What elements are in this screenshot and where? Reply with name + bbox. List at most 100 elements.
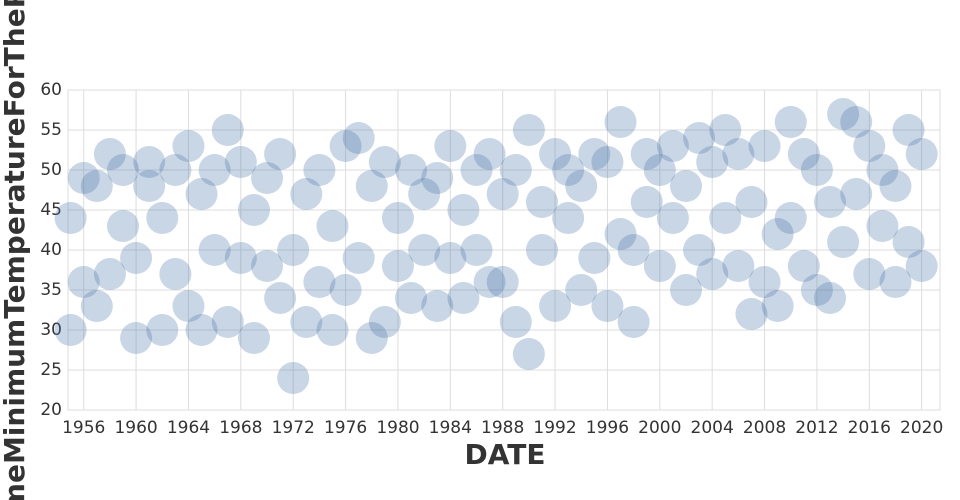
point bbox=[486, 266, 519, 298]
point bbox=[395, 154, 428, 186]
point bbox=[539, 290, 572, 322]
point bbox=[316, 314, 349, 346]
x-tick-label: 1988 bbox=[481, 418, 524, 438]
point bbox=[722, 138, 755, 170]
point bbox=[224, 146, 257, 178]
point bbox=[866, 210, 899, 242]
point bbox=[395, 282, 428, 314]
point bbox=[54, 202, 87, 234]
point bbox=[617, 306, 650, 338]
point bbox=[198, 154, 231, 186]
x-tick-label: 1968 bbox=[219, 418, 262, 438]
point bbox=[525, 234, 558, 266]
point bbox=[722, 250, 755, 282]
point bbox=[368, 306, 401, 338]
point bbox=[565, 170, 598, 202]
point bbox=[368, 146, 401, 178]
point bbox=[460, 234, 493, 266]
y-tick-label: 50 bbox=[40, 160, 62, 180]
point bbox=[106, 210, 139, 242]
point bbox=[669, 170, 702, 202]
point bbox=[80, 170, 113, 202]
point bbox=[735, 186, 768, 218]
y-tick-label: 25 bbox=[40, 360, 62, 380]
point bbox=[696, 258, 729, 290]
point bbox=[434, 242, 467, 274]
y-tick-label: 60 bbox=[40, 80, 62, 100]
point bbox=[683, 122, 716, 154]
point bbox=[827, 98, 860, 130]
point bbox=[93, 258, 126, 290]
point bbox=[67, 162, 100, 194]
point bbox=[499, 306, 532, 338]
point bbox=[80, 290, 113, 322]
point bbox=[408, 234, 441, 266]
point bbox=[447, 282, 480, 314]
point bbox=[800, 274, 833, 306]
point bbox=[800, 154, 833, 186]
point bbox=[656, 202, 689, 234]
point bbox=[892, 114, 925, 146]
point bbox=[303, 266, 336, 298]
point bbox=[93, 138, 126, 170]
point bbox=[683, 234, 716, 266]
point bbox=[552, 154, 585, 186]
x-tick-label: 2008 bbox=[743, 418, 786, 438]
point bbox=[264, 282, 297, 314]
point bbox=[787, 138, 820, 170]
point bbox=[185, 314, 218, 346]
point bbox=[578, 138, 611, 170]
x-tick-label: 1984 bbox=[429, 418, 472, 438]
point bbox=[840, 106, 873, 138]
point bbox=[761, 218, 794, 250]
x-tick-label: 2016 bbox=[848, 418, 891, 438]
point bbox=[565, 274, 598, 306]
point bbox=[290, 306, 323, 338]
y-tick-label: 30 bbox=[40, 320, 62, 340]
point bbox=[512, 338, 545, 370]
x-tick-label: 2012 bbox=[795, 418, 838, 438]
y-tick-label: 40 bbox=[40, 240, 62, 260]
point bbox=[787, 250, 820, 282]
point bbox=[905, 250, 938, 282]
grid bbox=[68, 89, 940, 411]
point bbox=[159, 154, 192, 186]
x-tick-label: 1980 bbox=[376, 418, 419, 438]
point bbox=[591, 146, 624, 178]
point bbox=[905, 138, 938, 170]
point bbox=[54, 314, 87, 346]
point bbox=[329, 130, 362, 162]
point bbox=[381, 250, 414, 282]
point bbox=[643, 154, 676, 186]
point bbox=[630, 186, 663, 218]
point bbox=[827, 226, 860, 258]
point bbox=[303, 154, 336, 186]
x-tick-label: 1972 bbox=[272, 418, 315, 438]
point bbox=[355, 170, 388, 202]
point bbox=[735, 298, 768, 330]
point bbox=[133, 146, 166, 178]
point bbox=[617, 234, 650, 266]
point bbox=[604, 106, 637, 138]
point bbox=[669, 274, 702, 306]
x-tick-label: 1956 bbox=[62, 418, 105, 438]
x-tick-label: 2004 bbox=[691, 418, 734, 438]
point bbox=[237, 322, 270, 354]
plot-frame bbox=[67, 89, 941, 411]
point bbox=[381, 202, 414, 234]
point bbox=[342, 242, 375, 274]
point bbox=[853, 130, 886, 162]
point bbox=[342, 122, 375, 154]
point bbox=[198, 234, 231, 266]
point bbox=[774, 202, 807, 234]
point bbox=[473, 138, 506, 170]
point bbox=[748, 266, 781, 298]
point bbox=[172, 290, 205, 322]
point bbox=[473, 266, 506, 298]
point bbox=[264, 138, 297, 170]
point bbox=[316, 210, 349, 242]
point bbox=[578, 242, 611, 274]
point bbox=[211, 306, 244, 338]
point bbox=[447, 194, 480, 226]
point bbox=[748, 130, 781, 162]
